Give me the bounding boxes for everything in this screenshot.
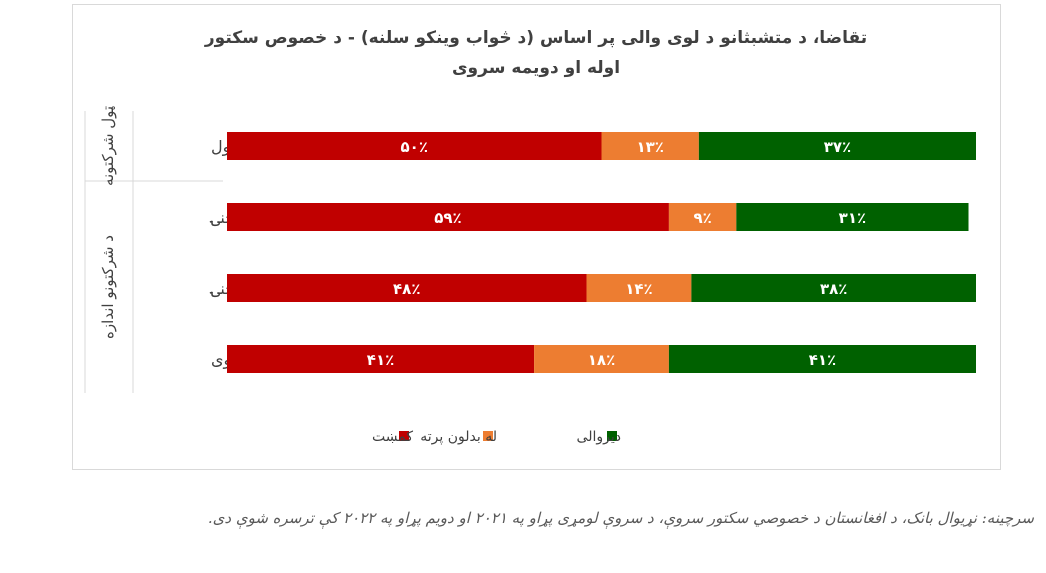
bar-segment [691,274,976,302]
data-label: ۴۸٪ [393,280,420,298]
data-label: ۳۱٪ [839,209,866,227]
legend-swatch [399,431,409,441]
bars: ۵۰٪ ۱۳٪ ۳۷٪ ۵۹٪ ۹٪ ۳۱٪ ۴۸٪ ۱۴٪ ۳۸٪ ۴۱٪ ۱۸٪ ۴۱٪ [227,132,976,373]
bar-segment [227,203,669,231]
legend-label: دیروالی [577,429,621,445]
group-label: د شرکتونو اندازه [99,235,117,339]
bar-segment [668,345,976,373]
data-label: ۳۸٪ [820,280,847,298]
data-label: ۴۱٪ [367,351,394,369]
data-label: ۵۹٪ [434,209,461,227]
data-label: ۵۰٪ [401,138,428,156]
data-label: ۱۳٪ [636,138,663,156]
legend-label: کمښت [372,429,413,445]
bar-segment [698,132,976,160]
chart-title-line-1: تقاضا، د متشبثانو د لوی والی پر اساس (د … [204,28,867,48]
data-label: ۳۷٪ [824,138,851,156]
chart-svg: تقاضا، د متشبثانو د لوی والی پر اساس (د … [84,28,976,445]
data-label: ۴۱٪ [809,351,836,369]
bar-segment [736,203,969,231]
legend: کمښت له بدلون پرته دیروالی [372,429,621,445]
chart-title: تقاضا، د متشبثانو د لوی والی پر اساس (د … [204,28,867,78]
data-label: ۱۴٪ [625,280,652,298]
legend-swatch [607,431,617,441]
bar-segment [668,203,737,231]
data-label: ۹٪ [693,209,711,227]
legend-swatch [483,431,493,441]
bar-segment [227,274,587,302]
source-note: سرچینه: نړیوال بانک، د افغانستان د خصوصي… [207,509,1034,527]
legend-label: له بدلون پرته [420,429,497,445]
bar-segment [227,132,602,160]
chart-frame: تقاضا، د متشبثانو د لوی والی پر اساس (د … [72,4,1001,470]
bar-segment [227,345,535,373]
bar-segment [534,345,669,373]
group-label: ټول شرکتونه [99,106,117,186]
bar-segment [586,274,692,302]
chart-title-line-2: اوله او دویمه سروی [452,58,620,78]
bar-segment [601,132,699,160]
data-label: ۱۸٪ [588,351,615,369]
